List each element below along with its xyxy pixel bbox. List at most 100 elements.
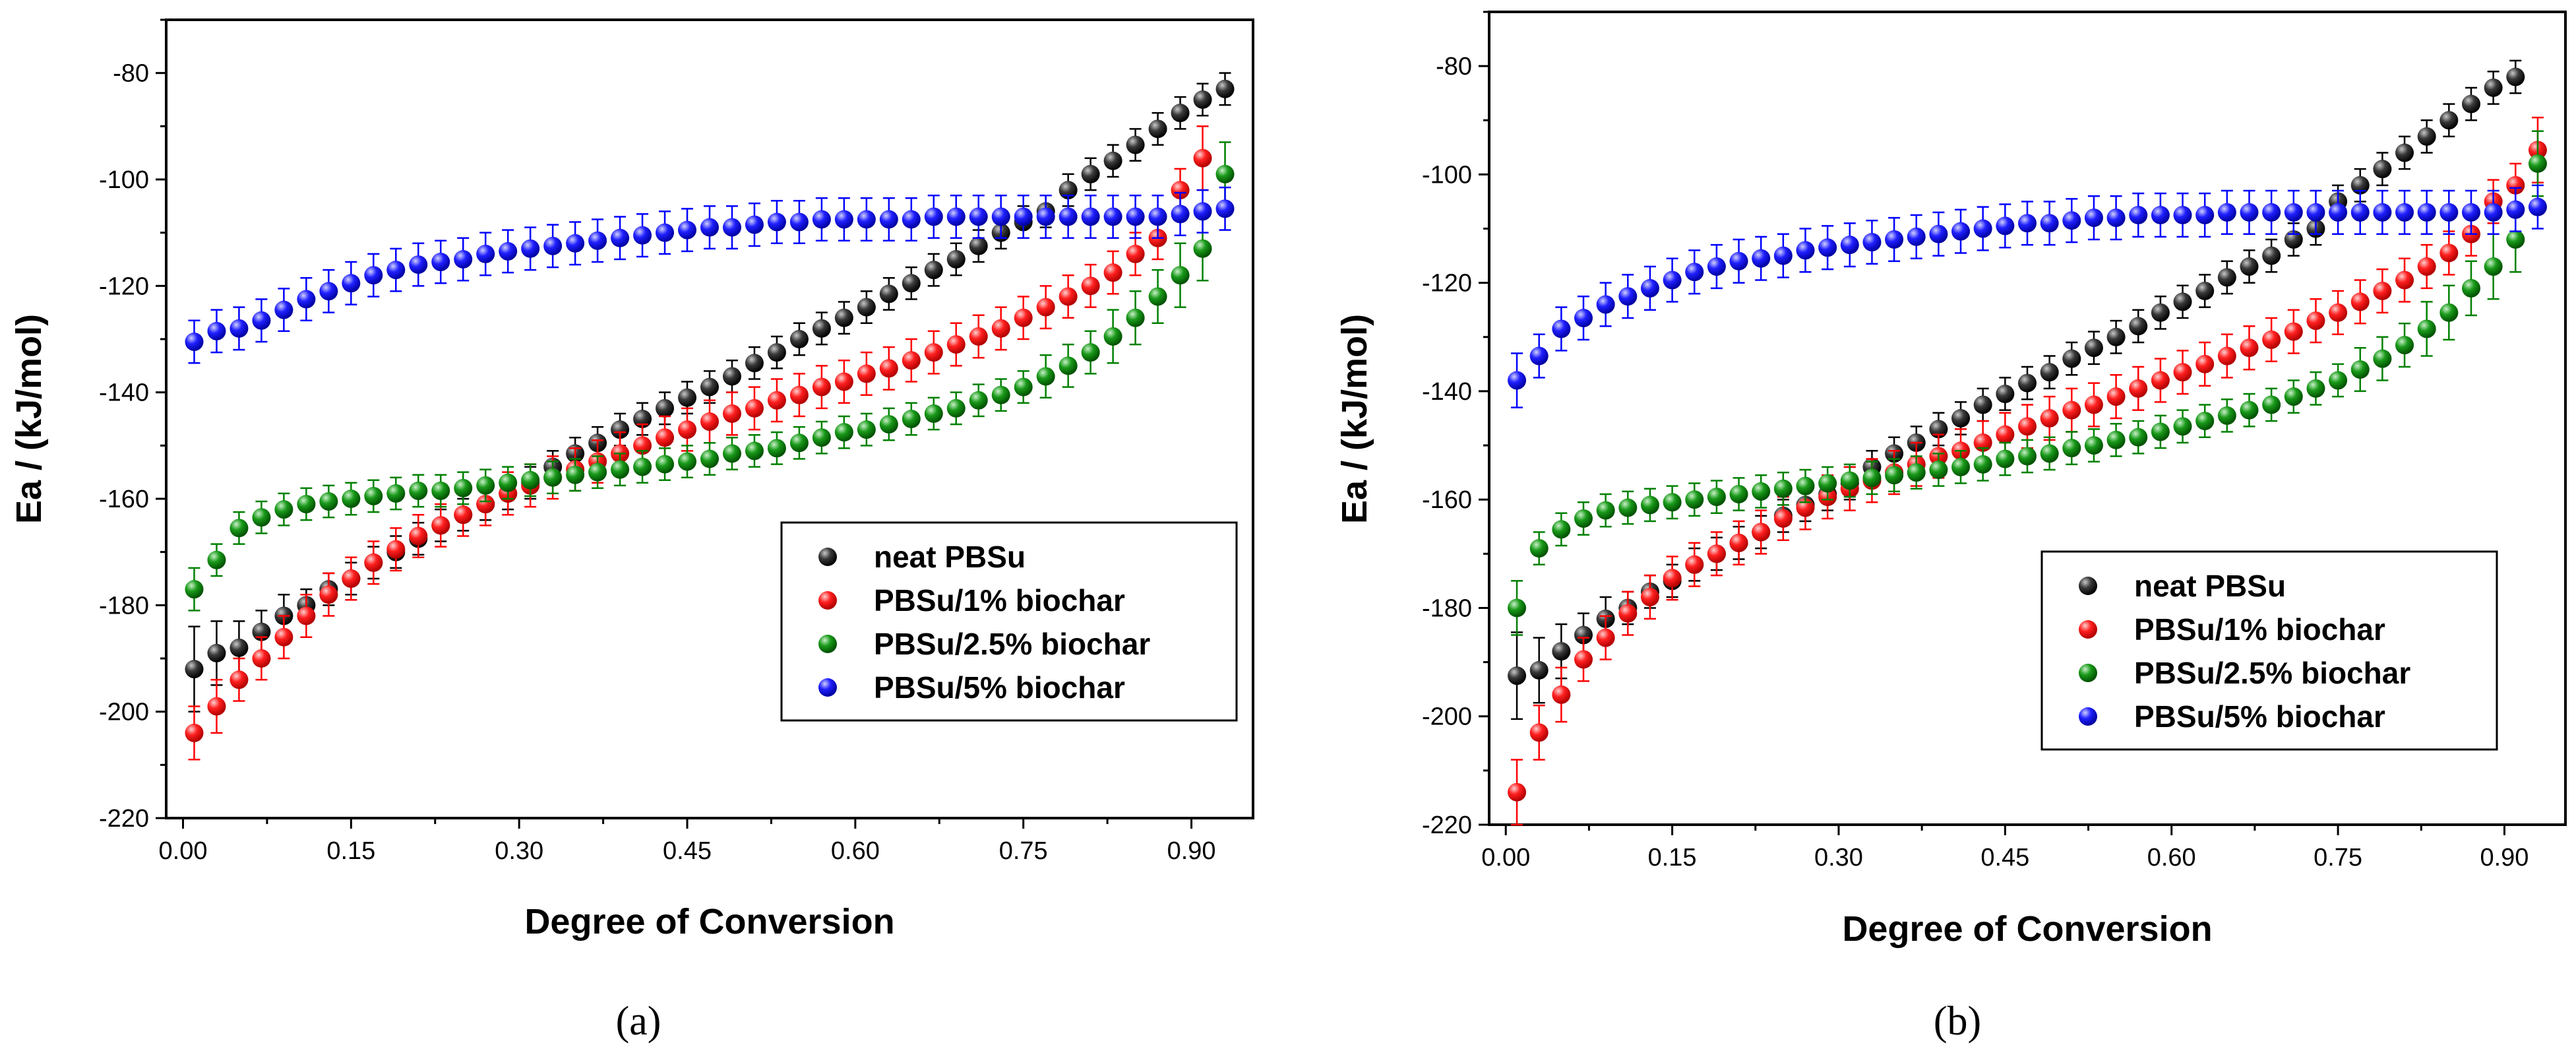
data-point (1951, 409, 1971, 428)
data-point (2350, 292, 2370, 311)
data-point (700, 377, 719, 397)
data-point (2373, 160, 2392, 179)
x-axis-label: Degree of Conversion (1842, 909, 2212, 949)
y-tick-label: -200 (99, 699, 149, 726)
data-point (722, 404, 741, 423)
data-point (588, 462, 607, 482)
data-point (2151, 206, 2170, 224)
legend-marker (2079, 664, 2097, 682)
data-point (834, 308, 853, 327)
legend-label: PBSu/2.5% biochar (874, 627, 1150, 661)
data-point (342, 490, 361, 508)
data-point (454, 478, 473, 497)
y-axis: -80 -100 -120 -140 -160 -180 -200 -220 (1422, 11, 1489, 839)
y-tick-label: -120 (1422, 270, 1472, 298)
legend-label: PBSu/5% biochar (874, 670, 1125, 705)
x-tick-label: 0.45 (1980, 844, 2029, 872)
data-point (409, 526, 428, 546)
y-tick-label: -180 (1422, 594, 1472, 622)
data-point (722, 367, 741, 386)
data-point (700, 449, 719, 468)
data-point (1081, 343, 1100, 362)
data-point (678, 452, 697, 471)
data-point (1508, 666, 1527, 685)
data-point (1014, 308, 1033, 327)
data-point (543, 468, 563, 487)
panel-label-a: (a) (616, 999, 661, 1044)
data-point (2262, 395, 2281, 414)
chart-panel-a: -80 -100 -120 -140 -160 -180 -200 -220 0.00 0.15… (9, 18, 1254, 1044)
legend-marker (818, 635, 837, 653)
data-point (767, 391, 786, 410)
data-point (1126, 207, 1145, 226)
data-point (2395, 203, 2414, 222)
data-point (342, 274, 361, 293)
data-point (722, 444, 741, 463)
data-point (2240, 203, 2259, 222)
data-point (252, 311, 271, 330)
legend-marker (818, 548, 837, 566)
data-point (566, 465, 585, 484)
data-point (834, 210, 853, 229)
data-point (499, 241, 518, 261)
data-point (1171, 205, 1190, 224)
data-point (364, 553, 383, 572)
data-point (2484, 203, 2503, 222)
data-point (969, 391, 988, 410)
data-point (1103, 207, 1122, 226)
data-point (2306, 203, 2325, 222)
data-point (857, 420, 876, 439)
data-point (1752, 523, 1771, 542)
x-tick-label: 0.15 (1648, 844, 1697, 872)
data-point (857, 210, 876, 229)
data-point (991, 385, 1010, 404)
data-point (1663, 493, 1682, 512)
data-point (1036, 207, 1055, 226)
data-point (1081, 276, 1100, 296)
data-point (274, 627, 293, 647)
data-point (1818, 238, 1837, 257)
data-point (2106, 208, 2126, 228)
data-point (1596, 295, 1615, 314)
data-point (1574, 509, 1593, 528)
data-point (319, 282, 338, 301)
data-point (656, 398, 675, 418)
data-point (767, 212, 786, 232)
data-point (2195, 206, 2215, 224)
data-point (1973, 395, 1992, 414)
data-point (386, 540, 406, 559)
x-axis-label: Degree of Conversion (524, 902, 894, 941)
legend-marker (2079, 707, 2097, 726)
data-point (409, 255, 428, 274)
data-point (2373, 349, 2392, 368)
data-point (2417, 203, 2436, 222)
data-point (1103, 327, 1122, 346)
data-point (2484, 257, 2503, 276)
data-point (297, 606, 316, 625)
x-tick-label: 0.90 (1167, 837, 1216, 865)
data-point (1840, 236, 1859, 255)
y-tick-label: -160 (1422, 486, 1472, 514)
data-point (1729, 251, 1748, 271)
data-point (2217, 406, 2236, 425)
data-point (2106, 387, 2126, 406)
data-point (2439, 111, 2459, 130)
data-point (2173, 417, 2192, 436)
data-point (230, 319, 249, 338)
y-axis-label: Ea / (kJ/mol) (1335, 314, 1374, 524)
data-point (1885, 230, 1904, 249)
data-point (2461, 203, 2480, 222)
x-axis: 0.00 0.15 0.30 0.45 0.60 0.75 0.90 (159, 818, 1216, 865)
data-point (1729, 533, 1748, 552)
data-point (2129, 317, 2148, 336)
data-point (789, 212, 809, 232)
data-point (633, 457, 652, 476)
data-point (2528, 197, 2547, 216)
data-point (1796, 241, 1815, 260)
x-tick-label: 0.00 (159, 837, 208, 865)
data-point (454, 250, 473, 269)
data-point (1126, 308, 1145, 327)
data-point (2151, 422, 2170, 441)
data-point (1574, 625, 1593, 645)
data-point (1058, 287, 1078, 306)
